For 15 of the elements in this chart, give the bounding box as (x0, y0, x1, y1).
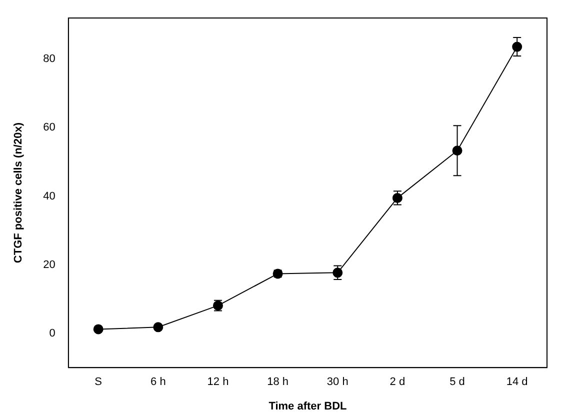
y-tick-label: 0 (49, 327, 56, 340)
y-tick-label: 20 (43, 258, 56, 271)
x-tick-label: 5 d (450, 376, 465, 388)
x-tick-label: 30 h (326, 376, 348, 388)
y-tick-label: 80 (43, 53, 56, 66)
x-tick-label: 18 h (267, 376, 289, 388)
x-tick-label: 6 h (150, 376, 166, 388)
x-tick-label: S (94, 376, 102, 388)
y-tick-label: 60 (43, 122, 56, 134)
x-tick-label: 12 h (207, 376, 229, 388)
y-tick-label: 40 (43, 190, 56, 202)
x-axis-title: Time after BDL (268, 400, 348, 412)
y-axis-title: CTGF positive cells (n/20x) (12, 122, 25, 264)
x-tick-label: 2 d (390, 376, 406, 388)
x-tick-label: 14 d (506, 376, 528, 388)
